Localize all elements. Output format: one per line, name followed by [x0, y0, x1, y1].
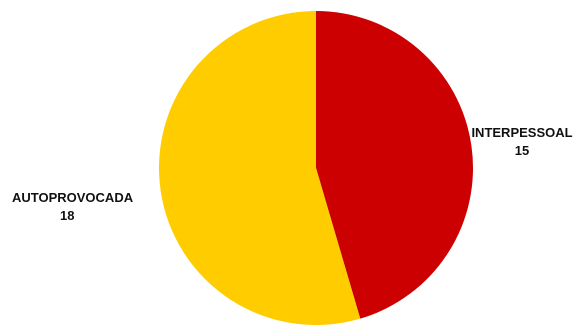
- slice-value-autoprovocada: 18: [60, 208, 74, 223]
- pie-slice-interpessoal: [316, 11, 474, 319]
- pie-slice-autoprovocada: [159, 11, 361, 326]
- slice-value-interpessoal: 15: [515, 143, 529, 158]
- slice-label-autoprovocada: AUTOPROVOCADA: [12, 190, 134, 205]
- slice-label-interpessoal: INTERPESSOAL: [471, 125, 572, 140]
- pie-slices: [159, 11, 474, 326]
